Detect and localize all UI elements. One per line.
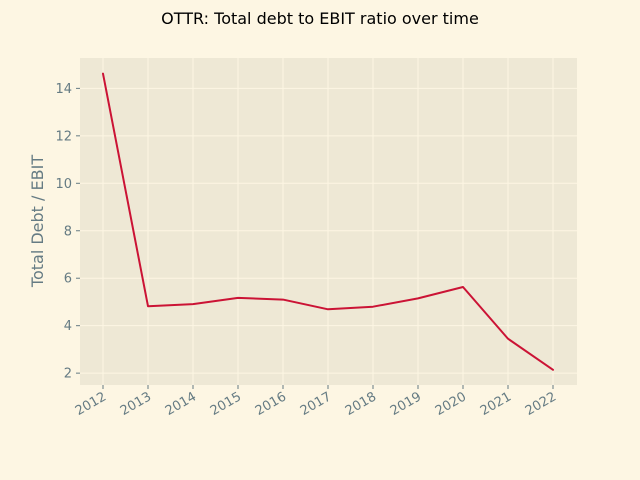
series-layer [102,72,554,371]
x-tick-label: 2019 [388,389,424,419]
y-tick-label: 10 [55,177,72,192]
y-tick-label: 2 [64,367,72,382]
y-axis: 2 4 6 8 10 12 14 [55,82,80,382]
y-tick-label: 14 [55,82,72,97]
x-tick-label: 2021 [478,389,514,419]
series-line [102,72,554,371]
chart-title: OTTR: Total debt to EBIT ratio over time [161,9,479,28]
x-tick-label: 2015 [208,389,244,419]
x-tick-label: 2017 [298,389,334,419]
x-tick-label: 2013 [118,389,154,419]
x-tick-label: 2022 [523,389,559,419]
y-tick-label: 4 [64,319,72,334]
y-tick-label: 8 [64,224,72,239]
y-gridlines [80,87,577,374]
x-tick-label: 2020 [433,389,469,419]
y-axis-label: Total Debt / EBIT [28,155,47,288]
x-tick-label: 2012 [73,389,109,419]
x-tick-label: 2014 [163,389,199,419]
y-tick-label: 12 [55,129,72,144]
y-tick-label: 6 [64,272,72,287]
x-tick-label: 2018 [343,389,379,419]
x-tick-label: 2016 [253,389,289,419]
x-axis: 2012 2013 2014 2015 2016 2017 2018 2019 2020 2021… [73,385,559,419]
x-gridlines [102,58,554,385]
